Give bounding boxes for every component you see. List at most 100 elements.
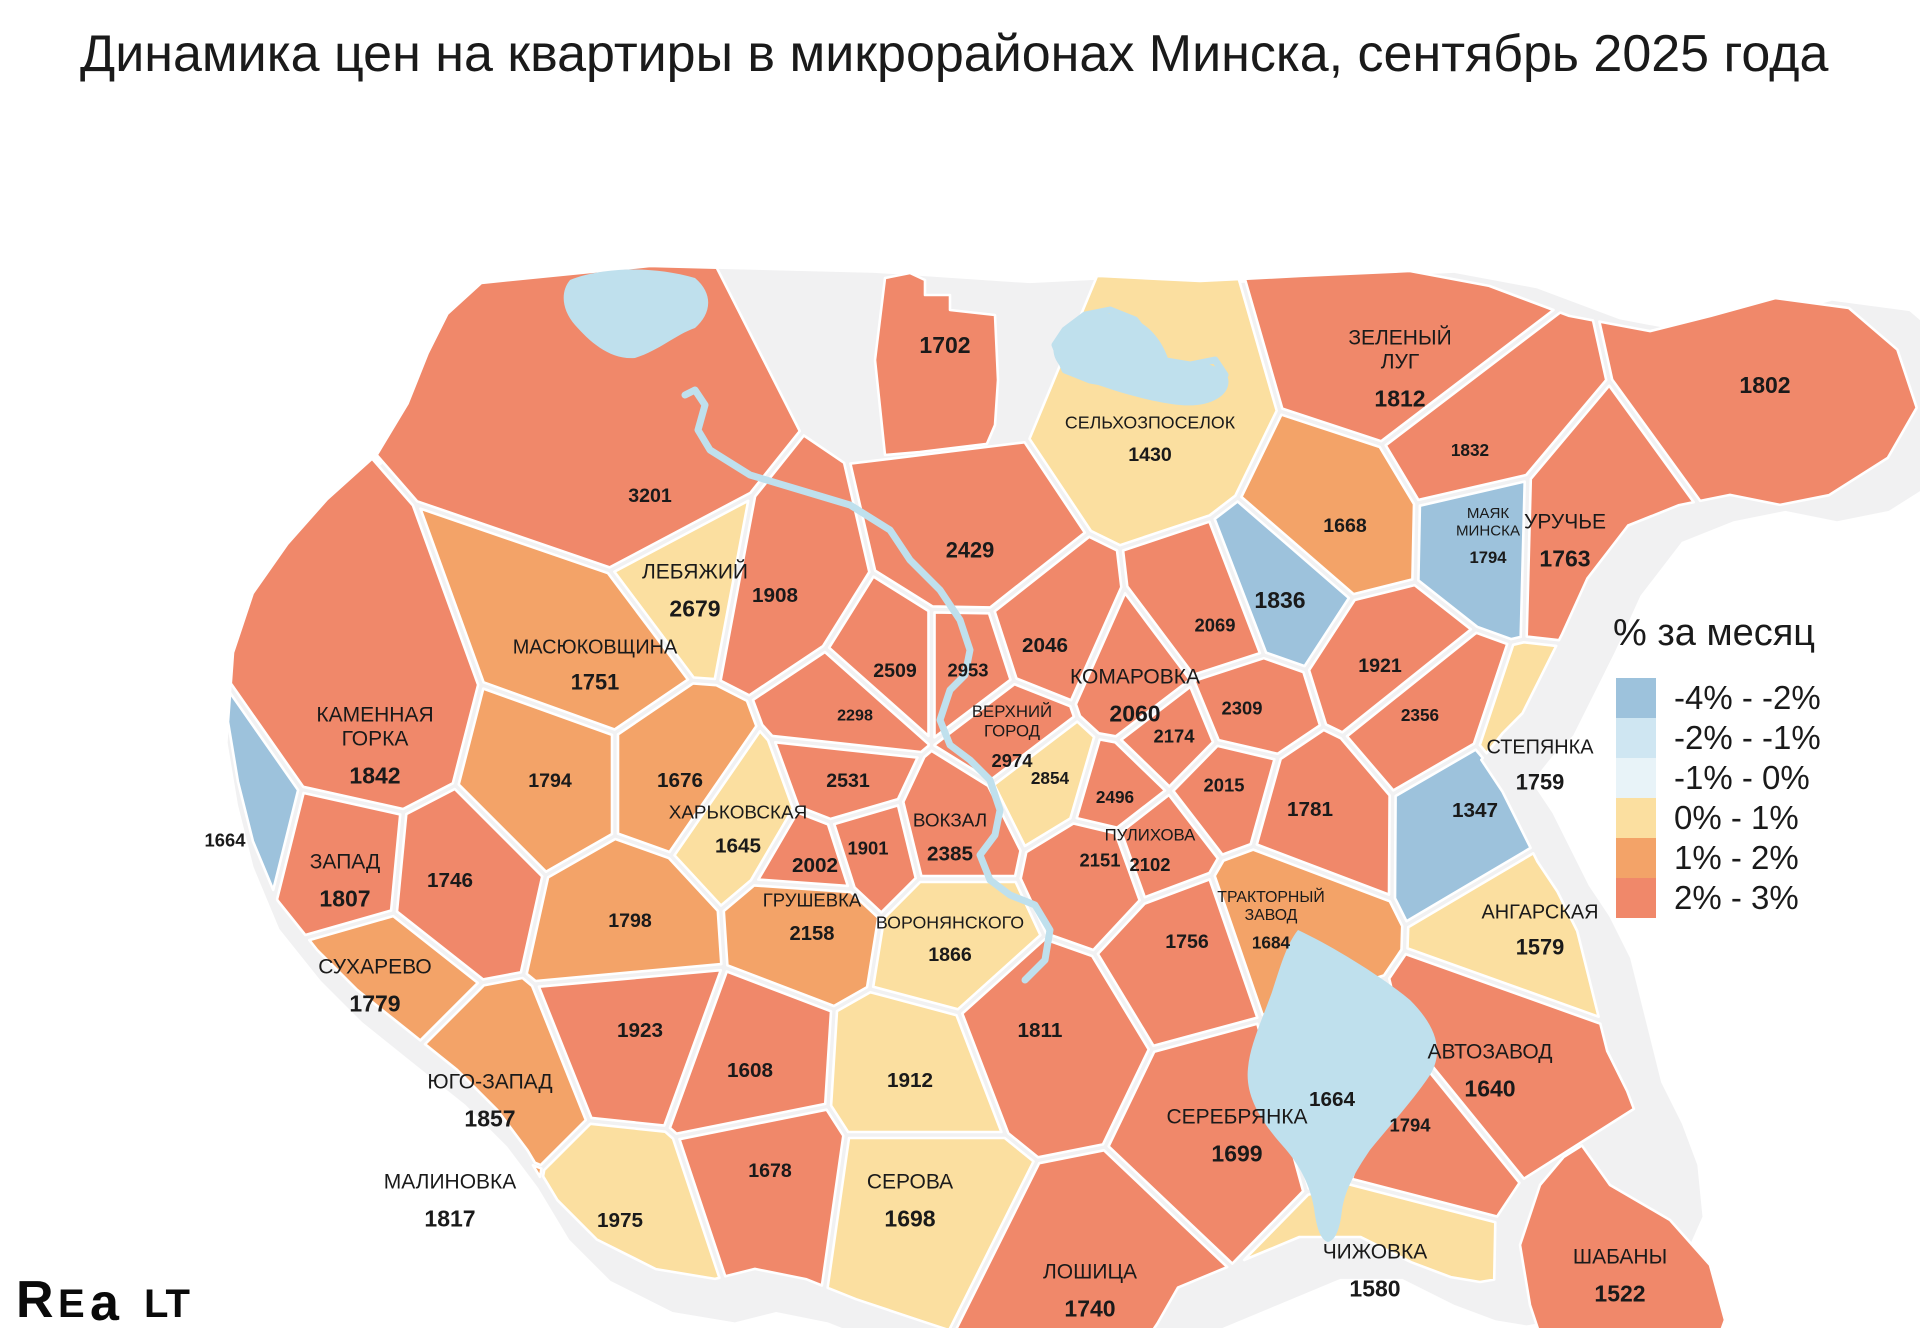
- svg-text:1794: 1794: [1390, 1114, 1432, 1135]
- svg-text:1812: 1812: [1374, 385, 1425, 411]
- svg-text:АНГАРСКАЯ: АНГАРСКАЯ: [1482, 902, 1599, 924]
- svg-text:1836: 1836: [1254, 587, 1305, 613]
- svg-text:a: a: [90, 1274, 120, 1328]
- svg-text:3201: 3201: [628, 485, 672, 507]
- svg-text:1866: 1866: [928, 944, 972, 966]
- svg-text:2060: 2060: [1109, 700, 1160, 726]
- svg-text:LT: LT: [144, 1282, 190, 1326]
- svg-text:2496: 2496: [1096, 787, 1134, 807]
- svg-text:КАМЕННАЯ: КАМЕННАЯ: [316, 703, 433, 726]
- svg-text:ВОКЗАЛ: ВОКЗАЛ: [913, 811, 987, 832]
- svg-text:ГОРОД: ГОРОД: [984, 721, 1041, 740]
- svg-text:МАЯК: МАЯК: [1467, 505, 1510, 522]
- svg-text:ТРАКТОРНЫЙ: ТРАКТОРНЫЙ: [1217, 887, 1324, 906]
- svg-text:-2% - -1%: -2% - -1%: [1674, 719, 1821, 756]
- svg-text:2151: 2151: [1080, 849, 1121, 870]
- svg-text:1842: 1842: [349, 762, 400, 788]
- svg-text:СЕРЕБРЯНКА: СЕРЕБРЯНКА: [1166, 1105, 1307, 1128]
- svg-text:СЕЛЬХОЗПОСЕЛОК: СЕЛЬХОЗПОСЕЛОК: [1065, 413, 1236, 433]
- svg-text:0% - 1%: 0% - 1%: [1674, 799, 1799, 836]
- svg-text:1645: 1645: [715, 835, 761, 858]
- svg-text:2953: 2953: [948, 659, 989, 680]
- svg-text:2429: 2429: [946, 538, 995, 563]
- svg-text:1430: 1430: [1128, 444, 1172, 466]
- svg-text:ГОРКА: ГОРКА: [342, 728, 409, 751]
- svg-text:СЕРОВА: СЕРОВА: [867, 1170, 953, 1193]
- svg-text:1699: 1699: [1211, 1140, 1262, 1166]
- svg-text:1347: 1347: [1452, 799, 1498, 822]
- svg-text:1664: 1664: [205, 829, 247, 850]
- svg-text:1975: 1975: [597, 1209, 643, 1232]
- svg-text:МАЛИНОВКА: МАЛИНОВКА: [384, 1170, 517, 1193]
- svg-text:-4% - -2%: -4% - -2%: [1674, 679, 1821, 716]
- svg-text:1763: 1763: [1539, 545, 1590, 571]
- svg-text:1678: 1678: [748, 1160, 792, 1182]
- svg-text:2385: 2385: [927, 843, 973, 866]
- svg-text:1923: 1923: [617, 1019, 663, 1042]
- svg-text:1857: 1857: [464, 1105, 515, 1131]
- svg-text:СУХАРЕВО: СУХАРЕВО: [318, 955, 431, 978]
- svg-text:КОМАРОВКА: КОМАРОВКА: [1070, 665, 1200, 688]
- svg-text:2174: 2174: [1154, 725, 1196, 746]
- svg-text:1756: 1756: [1165, 931, 1209, 953]
- svg-text:АВТОЗАВОД: АВТОЗАВОД: [1428, 1040, 1553, 1063]
- svg-text:1746: 1746: [427, 869, 473, 892]
- svg-text:2356: 2356: [1401, 705, 1439, 725]
- svg-text:R: R: [16, 1272, 54, 1328]
- svg-text:МИНСКА: МИНСКА: [1456, 523, 1521, 540]
- svg-text:1751: 1751: [571, 670, 620, 695]
- svg-text:1702: 1702: [919, 332, 970, 358]
- svg-text:1781: 1781: [1287, 798, 1333, 821]
- svg-text:ШАБАНЫ: ШАБАНЫ: [1573, 1245, 1667, 1268]
- svg-text:1668: 1668: [1323, 515, 1367, 537]
- svg-text:1908: 1908: [752, 584, 798, 607]
- svg-text:2974: 2974: [992, 750, 1034, 771]
- svg-text:1% - 2%: 1% - 2%: [1674, 839, 1799, 876]
- svg-text:ЗЕЛЕНЫЙ: ЗЕЛЕНЫЙ: [1348, 325, 1451, 349]
- svg-text:1522: 1522: [1594, 1280, 1645, 1306]
- svg-text:ВОРОНЯНСКОГО: ВОРОНЯНСКОГО: [876, 913, 1024, 933]
- svg-text:МАСЮКОВЩИНА: МАСЮКОВЩИНА: [513, 637, 678, 659]
- svg-text:2309: 2309: [1222, 697, 1263, 718]
- svg-text:2046: 2046: [1022, 634, 1068, 657]
- svg-text:ХАРЬКОВСКАЯ: ХАРЬКОВСКАЯ: [669, 803, 808, 824]
- svg-text:ЮГО-ЗАПАД: ЮГО-ЗАПАД: [427, 1070, 552, 1093]
- svg-text:E: E: [58, 1282, 85, 1326]
- svg-text:1740: 1740: [1064, 1295, 1115, 1321]
- svg-text:2158: 2158: [790, 923, 835, 945]
- svg-text:2509: 2509: [873, 660, 917, 682]
- svg-text:ГРУШЕВКА: ГРУШЕВКА: [763, 890, 862, 911]
- svg-text:2679: 2679: [669, 595, 720, 621]
- svg-text:ЛУГ: ЛУГ: [1381, 351, 1420, 374]
- svg-text:2002: 2002: [792, 854, 838, 877]
- svg-text:1779: 1779: [349, 990, 400, 1016]
- svg-text:1912: 1912: [887, 1069, 933, 1092]
- svg-text:2531: 2531: [826, 770, 870, 792]
- svg-text:2102: 2102: [1130, 854, 1171, 875]
- svg-text:УРУЧЬЕ: УРУЧЬЕ: [1524, 510, 1606, 533]
- svg-text:1921: 1921: [1358, 655, 1402, 677]
- svg-text:1664: 1664: [1309, 1088, 1356, 1111]
- svg-text:ЛОШИЦА: ЛОШИЦА: [1043, 1260, 1137, 1283]
- svg-text:2854: 2854: [1031, 768, 1070, 788]
- svg-text:1798: 1798: [608, 910, 652, 932]
- svg-text:1608: 1608: [727, 1059, 773, 1082]
- svg-text:1640: 1640: [1464, 1075, 1515, 1101]
- svg-text:2% - 3%: 2% - 3%: [1674, 879, 1799, 916]
- svg-text:1811: 1811: [1018, 1019, 1063, 1042]
- svg-text:1698: 1698: [884, 1205, 935, 1231]
- svg-text:1807: 1807: [319, 885, 370, 911]
- svg-text:1832: 1832: [1451, 440, 1489, 460]
- svg-text:1817: 1817: [424, 1205, 475, 1231]
- svg-text:1901: 1901: [848, 837, 889, 858]
- svg-text:1794: 1794: [528, 770, 572, 792]
- svg-text:ПУЛИХОВА: ПУЛИХОВА: [1105, 826, 1197, 845]
- svg-text:ЗАПАД: ЗАПАД: [310, 850, 380, 873]
- svg-text:1579: 1579: [1516, 935, 1565, 960]
- svg-text:1802: 1802: [1739, 372, 1790, 398]
- svg-text:СТЕПЯНКА: СТЕПЯНКА: [1487, 737, 1595, 759]
- svg-text:2015: 2015: [1204, 774, 1245, 795]
- svg-text:-1% - 0%: -1% - 0%: [1674, 759, 1810, 796]
- svg-text:2298: 2298: [837, 707, 873, 725]
- svg-text:1684: 1684: [1252, 932, 1291, 952]
